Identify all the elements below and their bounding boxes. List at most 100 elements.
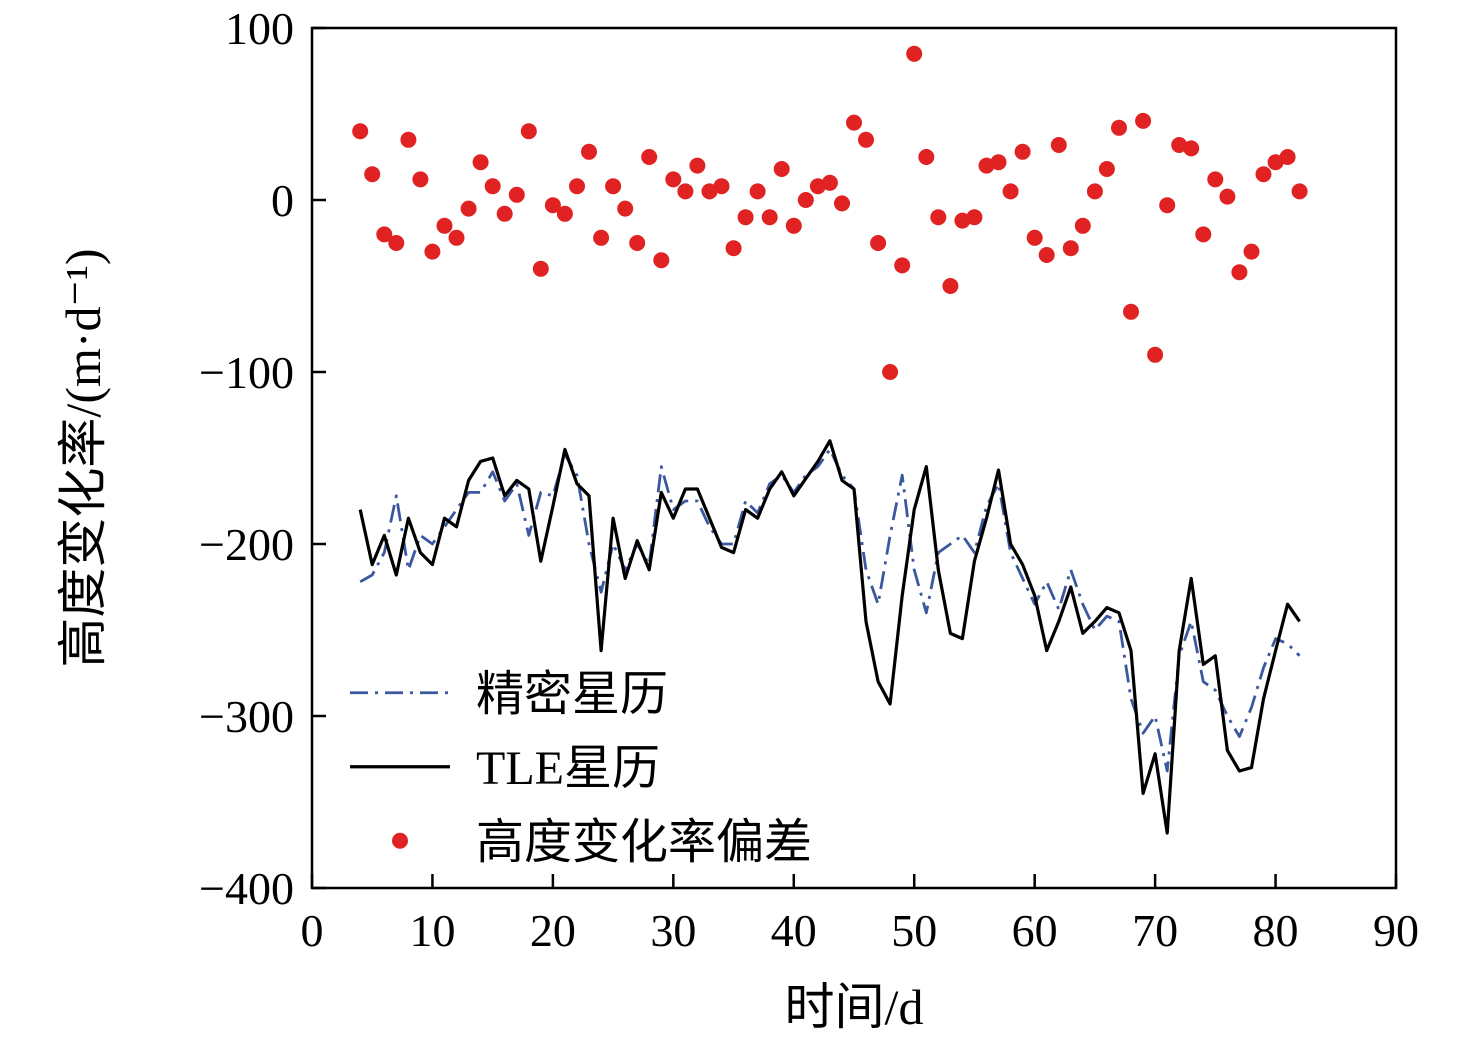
x-tick-label: 40 [771, 905, 817, 956]
y-tick-label: −200 [199, 519, 294, 570]
data-point [1207, 171, 1224, 188]
data-point [376, 226, 393, 243]
x-axis: 0 10 20 30 40 50 60 70 80 90 [301, 874, 1419, 956]
data-point [713, 178, 730, 195]
x-tick-label: 20 [530, 905, 576, 956]
data-point [1074, 217, 1091, 234]
data-point [460, 200, 477, 217]
data-point [1147, 346, 1164, 363]
x-tick-label: 30 [650, 905, 696, 956]
data-point [388, 235, 405, 251]
data-point [834, 195, 850, 212]
data-point [593, 229, 610, 246]
data-point [761, 209, 778, 226]
y-tick-label: −100 [199, 347, 294, 398]
data-point [496, 205, 513, 222]
y-tick-label: 0 [271, 175, 294, 226]
data-point [1026, 229, 1043, 246]
data-point [1038, 247, 1055, 263]
data-point [725, 240, 742, 257]
x-tick-label: 70 [1132, 905, 1178, 956]
data-point [1002, 183, 1019, 200]
data-point [352, 123, 369, 140]
legend-label-precise-ephemeris: 精密星历 [476, 668, 668, 721]
data-point [978, 157, 995, 174]
data-point [966, 209, 983, 226]
data-point [1171, 137, 1188, 153]
data-point [1062, 240, 1079, 257]
legend-label-tle-ephemeris: TLE星历 [476, 742, 660, 795]
data-point [821, 174, 838, 191]
data-point [1231, 264, 1248, 281]
data-point [882, 364, 899, 380]
data-point [1183, 140, 1200, 157]
data-point [641, 149, 658, 165]
data-point [930, 209, 947, 226]
data-point [581, 143, 597, 160]
x-tick-label: 90 [1373, 905, 1419, 956]
data-point [1159, 197, 1176, 214]
data-point [448, 229, 465, 246]
data-point [954, 212, 971, 229]
data-point [858, 131, 874, 148]
series-tle-ephemeris [358, 439, 1301, 835]
data-point [846, 114, 862, 131]
plot-frame [310, 26, 1398, 890]
y-tick-label: −400 [199, 863, 294, 914]
x-tick-label: 60 [1012, 905, 1058, 956]
data-point [942, 278, 959, 294]
data-point [412, 171, 429, 188]
data-point [737, 209, 754, 226]
data-point [894, 257, 911, 274]
series-altitude-rate-deviation [352, 45, 1308, 380]
data-point [689, 157, 706, 174]
data-point [1255, 166, 1272, 183]
data-point [617, 200, 634, 217]
data-point [364, 166, 381, 183]
x-tick-label: 80 [1253, 905, 1299, 956]
data-point [1243, 243, 1260, 260]
data-point [809, 178, 826, 195]
y-axis: 100 0 −100 −200 −300 −400 [199, 3, 326, 914]
y-tick-label: 100 [225, 3, 294, 54]
data-point [918, 149, 935, 165]
data-point [1279, 149, 1296, 165]
x-tick-label: 0 [301, 905, 324, 956]
data-point [1098, 161, 1115, 177]
data-point [1267, 154, 1284, 171]
data-point [424, 243, 441, 260]
x-axis-label: 时间/d [785, 979, 924, 1035]
data-point [472, 154, 489, 171]
data-point [508, 186, 525, 203]
data-point [629, 235, 646, 251]
data-point [797, 192, 814, 208]
series-precise-ephemeris [359, 448, 1301, 773]
data-point [653, 252, 670, 269]
data-point [484, 178, 501, 195]
data-point [1291, 183, 1308, 200]
data-point [990, 154, 1007, 171]
data-point [1123, 303, 1139, 320]
legend-label-altitude-rate-deviation: 高度变化率偏差 [476, 816, 812, 869]
data-point [532, 260, 549, 277]
data-point [436, 217, 453, 234]
data-point [749, 183, 766, 200]
data-point [1014, 143, 1031, 160]
data-point [677, 183, 694, 200]
data-point [520, 123, 537, 140]
data-point [665, 171, 682, 188]
data-point [1086, 183, 1103, 200]
data-point [544, 197, 561, 214]
data-point [773, 161, 790, 177]
data-point [870, 235, 887, 251]
data-point [1195, 226, 1212, 243]
data-point [569, 178, 585, 195]
x-tick-label: 10 [409, 905, 455, 956]
legend-marker-altitude-rate-deviation [392, 832, 408, 849]
x-tick-label: 50 [891, 905, 937, 956]
data-point [1050, 137, 1067, 153]
data-point [556, 205, 573, 222]
